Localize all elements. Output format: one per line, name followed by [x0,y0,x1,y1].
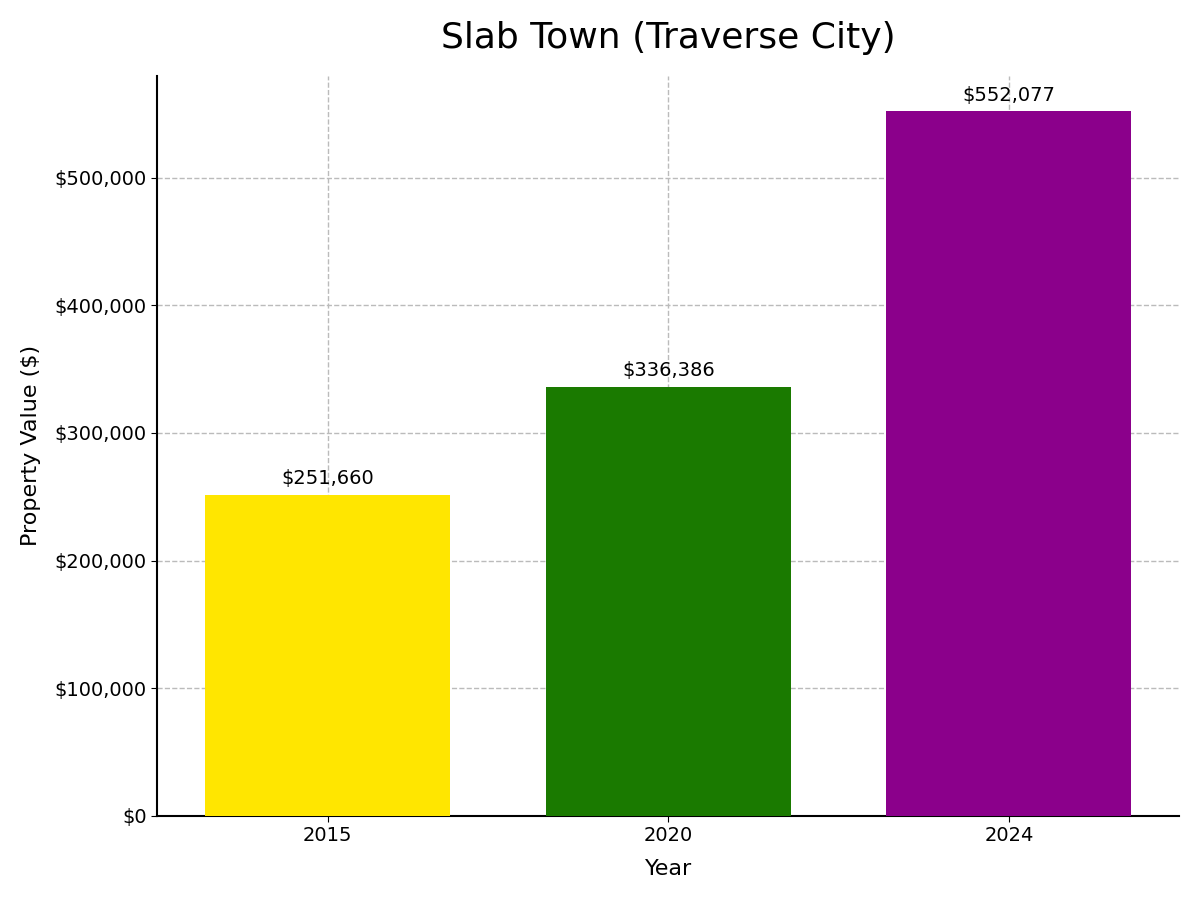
Text: $336,386: $336,386 [622,361,715,380]
Text: $251,660: $251,660 [281,469,374,489]
Bar [887,112,1132,816]
Y-axis label: Property Value ($): Property Value ($) [20,346,41,546]
Bar [205,495,450,816]
X-axis label: Year: Year [644,860,692,879]
Title: Slab Town (Traverse City): Slab Town (Traverse City) [440,21,895,55]
Bar [546,386,791,816]
Text: $552,077: $552,077 [962,86,1055,105]
